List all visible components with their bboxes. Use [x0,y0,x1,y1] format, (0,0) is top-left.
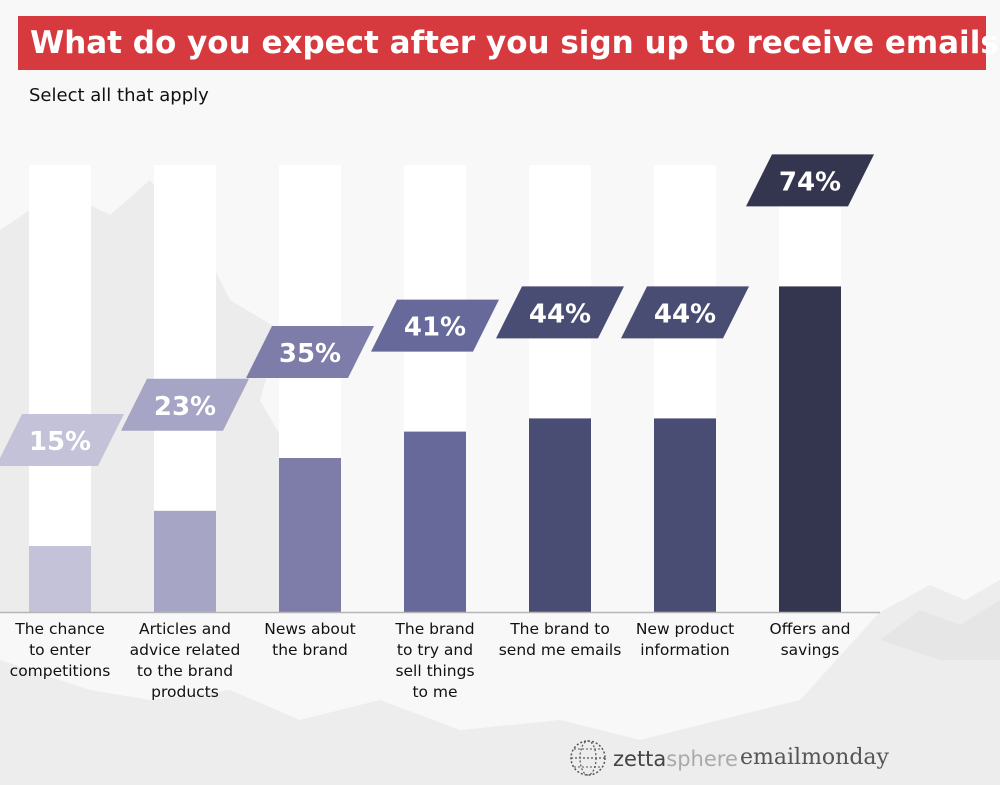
data-label-text: 44% [529,299,591,329]
zettasphere-logo: zettasphere [613,747,738,771]
category-label-line: sell things [395,662,475,680]
category-label: The brand to try and sell things to me [373,619,497,703]
category-label-line: to enter [29,641,91,659]
category-label-line: The brand [395,620,475,638]
data-label: 44% [621,286,749,339]
chart-title: What do you expect after you sign up to … [30,25,1000,61]
category-label: Offers and savings [748,619,872,661]
category-label-line: products [151,683,219,701]
bar [654,418,716,612]
data-label-text: 23% [154,392,216,422]
logo-sphere-text: sphere [666,747,738,771]
category-label-line: the brand [272,641,348,659]
data-label-tag [121,378,249,431]
data-label-tag [246,326,374,378]
data-label-tag [371,299,499,352]
data-label: 23% [121,378,249,431]
bar [279,458,341,612]
logo-zetta-text: zetta [613,747,667,771]
data-label-tag [746,154,874,207]
data-label-tag [621,286,749,339]
bar [529,418,591,612]
data-label-tag [0,414,124,466]
globe-icon [570,740,606,776]
category-label: News about the brand [248,619,372,661]
data-label: 74% [746,154,874,207]
title-bar: What do you expect after you sign up to … [18,16,1000,70]
data-label-tag [496,286,624,339]
chart-subtitle: Select all that apply [29,85,209,106]
category-label-line: The chance [15,620,105,638]
data-label-text: 41% [404,313,466,343]
category-label-line: New product [635,620,735,638]
bar [29,546,91,612]
category-label: New product information [623,619,747,661]
data-label-text: 44% [654,299,716,329]
bar [779,286,841,612]
category-label-line: to the brand [136,662,234,680]
bar [404,431,466,612]
category-label-line: to try and [396,641,474,659]
category-label-line: send me emails [498,641,622,659]
category-label-line: News about [264,620,356,638]
data-label-text: 74% [779,167,841,197]
category-label-line: competitions [9,662,111,680]
category-label: Articles and advice related to the brand pr… [123,619,247,703]
category-label-line: The brand to [510,620,610,638]
category-label-line: information [640,641,730,659]
data-label: 15% [0,414,124,466]
category-label-line: Articles and [139,620,231,638]
category-label: The brand to send me emails [498,619,622,661]
data-label-text: 35% [279,339,341,369]
category-label-line: savings [780,641,840,659]
logos: zettasphere emailmonday [568,736,889,782]
data-label: 35% [246,326,374,378]
data-label: 44% [496,286,624,339]
category-label: The chance to enter competitions [0,619,122,682]
category-label-line: to me [412,683,458,701]
category-label-line: Offers and [769,620,851,638]
bar [154,510,216,612]
data-label: 41% [371,299,499,352]
category-label-line: advice related [129,641,241,659]
emailmonday-logo: emailmonday [740,745,889,770]
data-label-text: 15% [29,427,91,457]
bar-track [29,165,91,612]
